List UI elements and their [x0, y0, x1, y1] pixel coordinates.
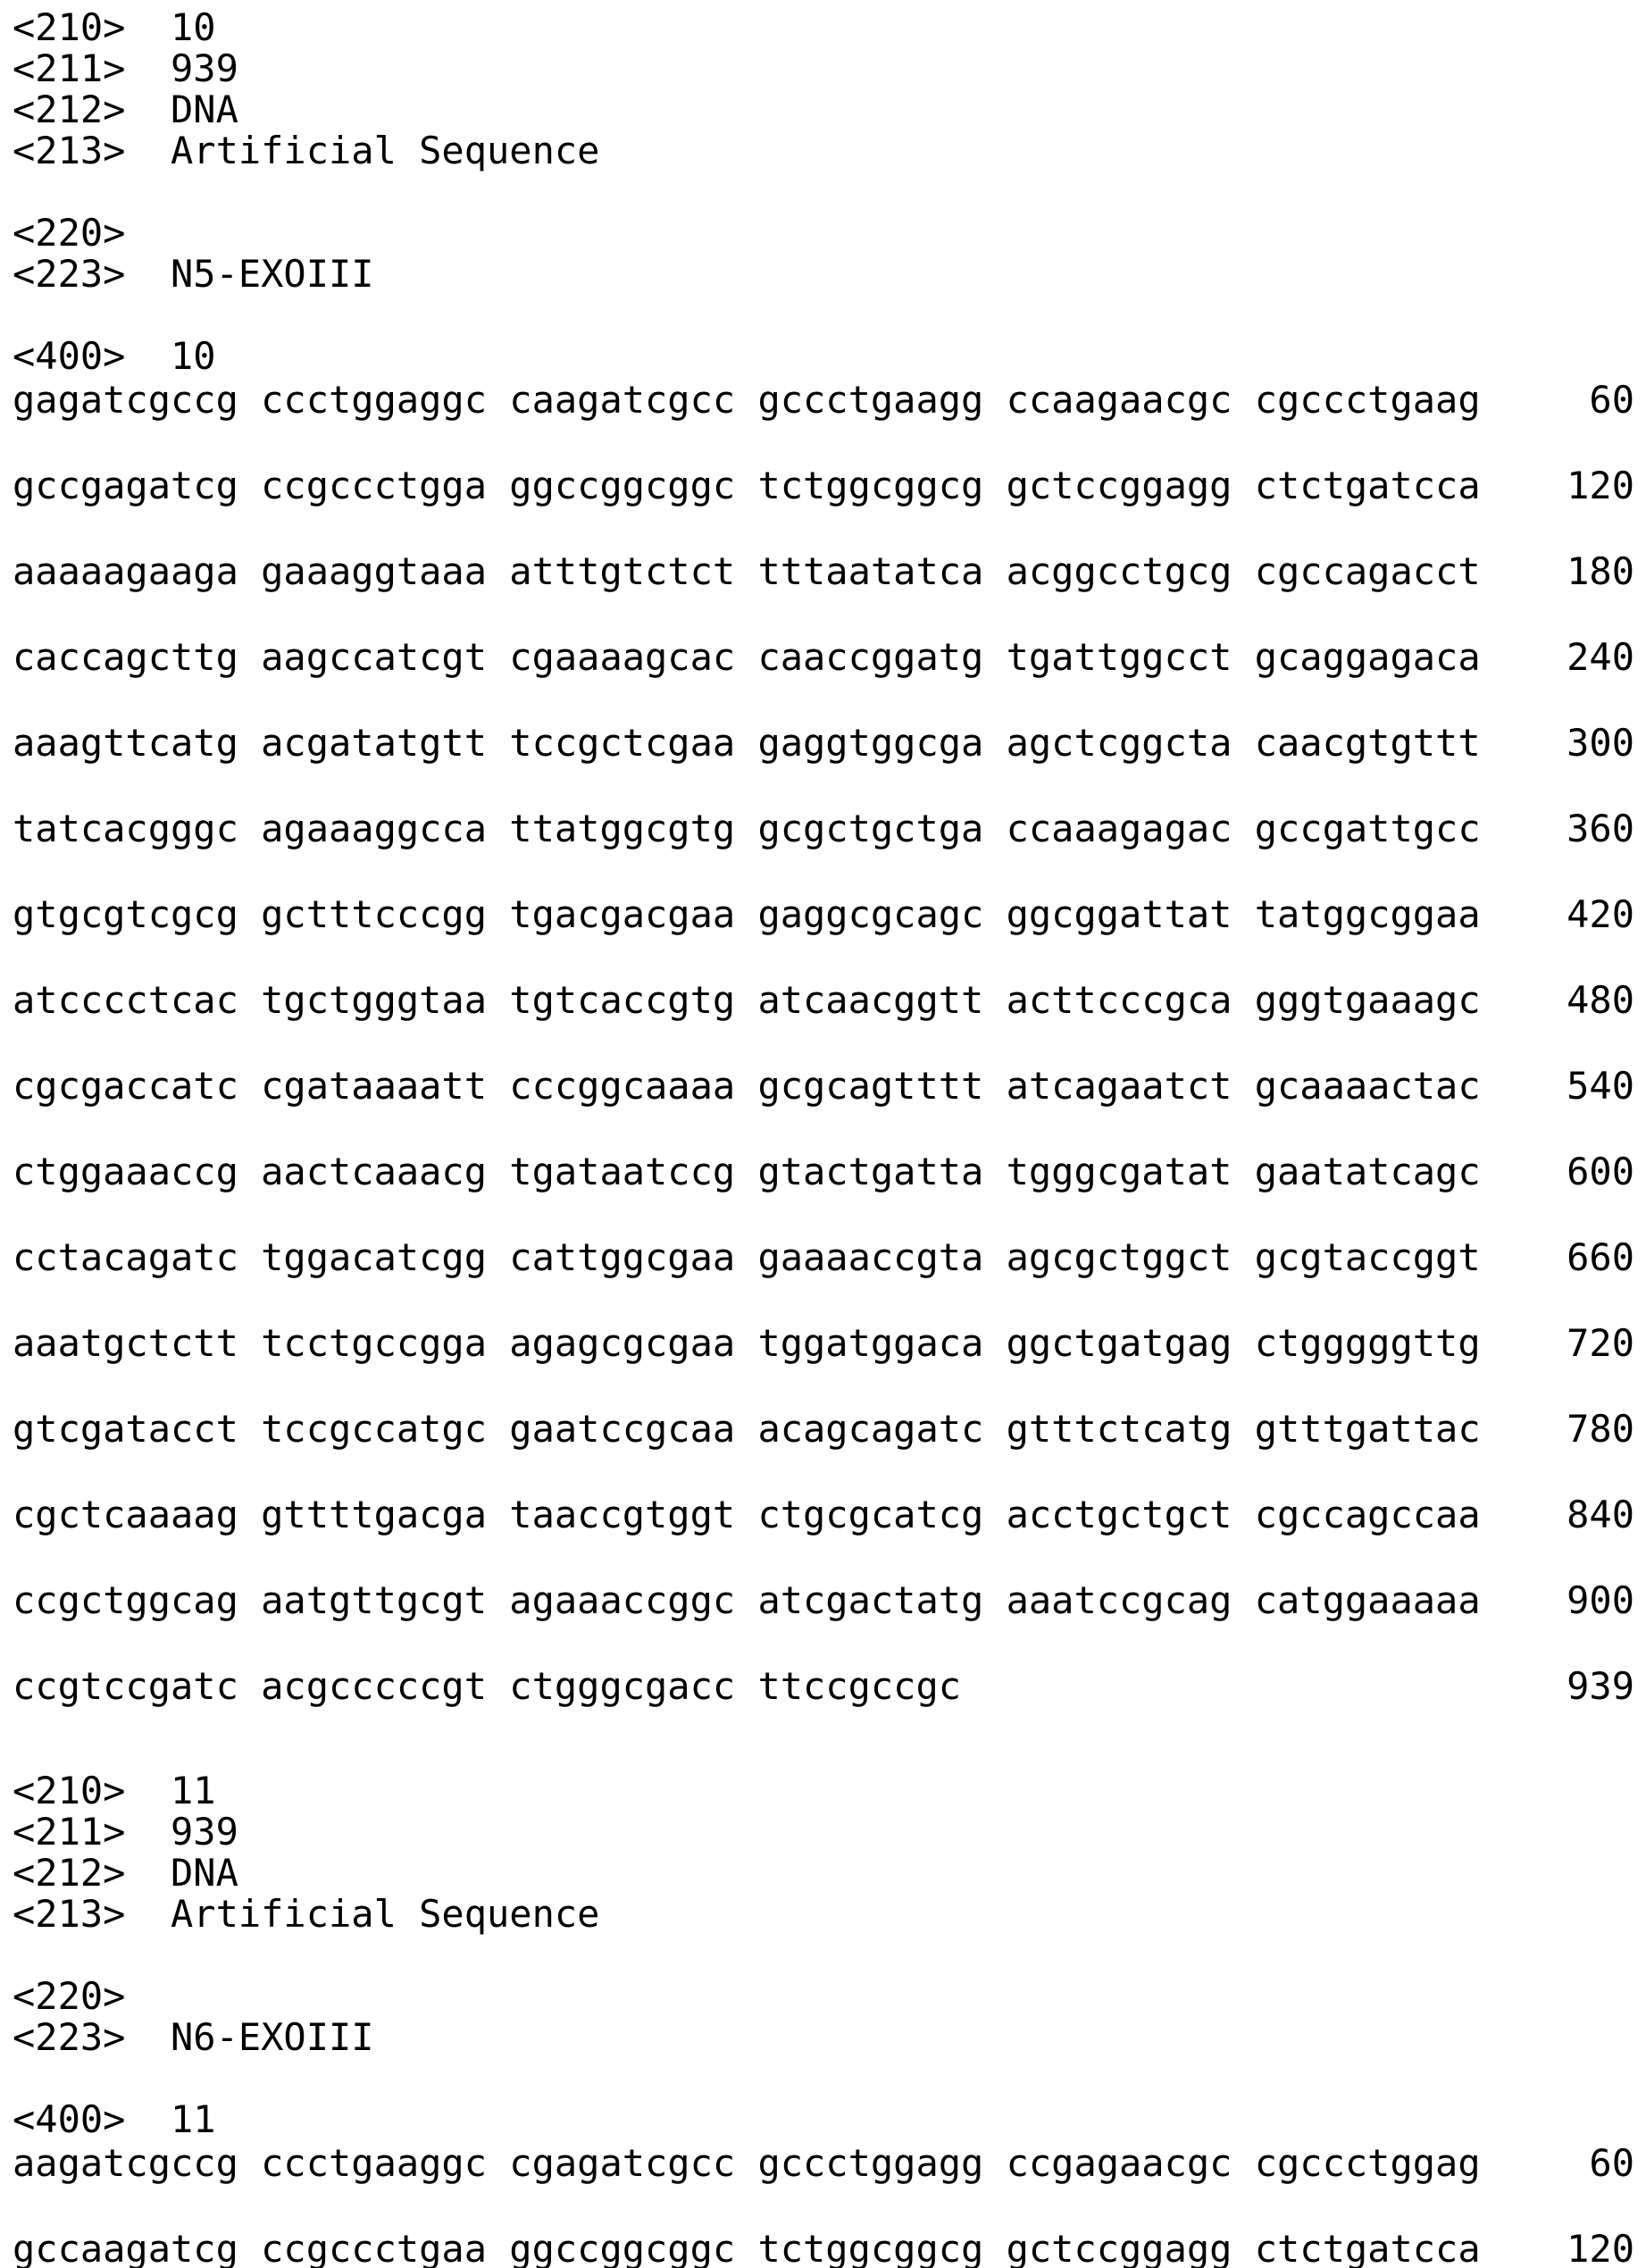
sequence-line: aagatcgccg ccctgaaggc cgagatcgcc gccctgg…	[13, 2140, 1646, 2226]
sequence-bases: aaaaagaaga gaaaggtaaa atttgtctct tttaata…	[13, 549, 1481, 593]
tag-line-213: <213> Artificial Sequence	[13, 129, 600, 172]
sequence-bases: gccaagatcg ccgccctgaa ggccggcggc tctggcg…	[13, 2227, 1481, 2268]
sequence-position: 360	[1567, 807, 1634, 850]
tag-line-400: <400> 11	[13, 2097, 216, 2141]
sequence-position: 120	[1567, 2227, 1634, 2268]
spacer	[13, 1749, 1646, 1770]
sequence-entry-11: <210> 11 <211> 939 <212> DNA <213> Artif…	[13, 1770, 1646, 2268]
sequence-position: 240	[1567, 635, 1634, 679]
sequence-position: 480	[1567, 978, 1634, 1022]
sequence-bases: gccgagatcg ccgccctgga ggccggcggc tctggcg…	[13, 464, 1481, 507]
sequence-line: tatcacgggc agaaaggcca ttatggcgtg gcgctgc…	[13, 806, 1646, 891]
sequence-bases: cgcgaccatc cgataaaatt cccggcaaaa gcgcagt…	[13, 1064, 1481, 1108]
sequence-line: ctggaaaccg aactcaaacg tgataatccg gtactga…	[13, 1149, 1646, 1234]
tag-line-211: <211> 939	[13, 1810, 238, 1854]
sequence-bases: gagatcgccg ccctggaggc caagatcgcc gccctga…	[13, 378, 1481, 422]
tag-line-400: <400> 10	[13, 334, 216, 378]
sequence-position: 420	[1567, 892, 1634, 936]
sequence-position: 540	[1567, 1064, 1634, 1108]
sequence-position: 600	[1567, 1150, 1634, 1193]
sequence-bases: gtcgatacct tccgccatgc gaatccgcaa acagcag…	[13, 1407, 1481, 1451]
sequence-bases: ccgtccgatc acgcccccgt ctgggcgacc ttccgcc…	[13, 1664, 962, 1708]
sequence-position: 180	[1567, 549, 1634, 593]
spacer	[13, 172, 1646, 213]
tag-line-223: <223> N6-EXOIII	[13, 2015, 374, 2059]
sequence-line: ccgctggcag aatgttgcgt agaaaccggc atcgact…	[13, 1578, 1646, 1663]
sequence-position: 300	[1567, 721, 1634, 765]
sequence-line: cctacagatc tggacatcgg cattggcgaa gaaaacc…	[13, 1234, 1646, 1320]
sequence-line: atcccctcac tgctgggtaa tgtcaccgtg atcaacg…	[13, 977, 1646, 1063]
sequence-line: gccgagatcg ccgccctgga ggccggcggc tctggcg…	[13, 463, 1646, 548]
tag-line-220: <220>	[13, 211, 126, 255]
sequence-line: gagatcgccg ccctggaggc caagatcgcc gccctga…	[13, 377, 1646, 463]
sequence-bases: aagatcgccg ccctgaaggc cgagatcgcc gccctgg…	[13, 2141, 1481, 2185]
sequence-bases: ccgctggcag aatgttgcgt agaaaccggc atcgact…	[13, 1578, 1481, 1622]
sequence-line: caccagcttg aagccatcgt cgaaaagcac caaccgg…	[13, 634, 1646, 720]
sequence-position: 780	[1567, 1407, 1634, 1451]
sequence-line: aaatgctctt tcctgccgga agagcgcgaa tggatgg…	[13, 1320, 1646, 1406]
sequence-position: 660	[1567, 1235, 1634, 1279]
sequence-line: cgcgaccatc cgataaaatt cccggcaaaa gcgcagt…	[13, 1063, 1646, 1149]
tag-line-212: <212> DNA	[13, 88, 238, 131]
sequence-bases: caccagcttg aagccatcgt cgaaaagcac caaccgg…	[13, 635, 1481, 679]
sequence-bases: gtgcgtcgcg gctttcccgg tgacgacgaa gaggcgc…	[13, 892, 1481, 936]
sequence-line: aaagttcatg acgatatgtt tccgctcgaa gaggtgg…	[13, 720, 1646, 806]
sequence-line: gtgcgtcgcg gctttcccgg tgacgacgaa gaggcgc…	[13, 891, 1646, 977]
sequence-bases: atcccctcac tgctgggtaa tgtcaccgtg atcaacg…	[13, 978, 1481, 1022]
sequence-entry-10: <210> 10 <211> 939 <212> DNA <213> Artif…	[13, 7, 1646, 1749]
sequence-bases: aaatgctctt tcctgccgga agagcgcgaa tggatgg…	[13, 1321, 1481, 1365]
sequence-position: 939	[1567, 1664, 1634, 1708]
sequence-line: aaaaagaaga gaaaggtaaa atttgtctct tttaata…	[13, 548, 1646, 634]
tag-line-213: <213> Artificial Sequence	[13, 1892, 600, 1936]
sequence-line: gccaagatcg ccgccctgaa ggccggcggc tctggcg…	[13, 2226, 1646, 2268]
sequence-position: 60	[1589, 2141, 1634, 2185]
tag-line-223: <223> N5-EXOIII	[13, 252, 374, 296]
spacer	[13, 1935, 1646, 1976]
sequence-bases: aaagttcatg acgatatgtt tccgctcgaa gaggtgg…	[13, 721, 1481, 765]
sequence-line: cgctcaaaag gttttgacga taaccgtggt ctgcgca…	[13, 1492, 1646, 1578]
sequence-position: 900	[1567, 1578, 1634, 1622]
sequence-bases: tatcacgggc agaaaggcca ttatggcgtg gcgctgc…	[13, 807, 1481, 850]
sequence-bases: cctacagatc tggacatcgg cattggcgaa gaaaacc…	[13, 1235, 1481, 1279]
tag-line-212: <212> DNA	[13, 1851, 238, 1895]
tag-line-210: <210> 10	[13, 5, 216, 49]
tag-line-220: <220>	[13, 1974, 126, 2018]
spacer	[13, 295, 1646, 336]
tag-line-210: <210> 11	[13, 1769, 216, 1812]
sequence-line: gtcgatacct tccgccatgc gaatccgcaa acagcag…	[13, 1406, 1646, 1492]
sequence-line: ccgtccgatc acgcccccgt ctgggcgacc ttccgcc…	[13, 1663, 1646, 1749]
spacer	[13, 2058, 1646, 2099]
sequence-position: 60	[1589, 378, 1634, 422]
sequence-bases: cgctcaaaag gttttgacga taaccgtggt ctgcgca…	[13, 1493, 1481, 1536]
sequence-position: 120	[1567, 464, 1634, 507]
tag-line-211: <211> 939	[13, 46, 238, 90]
sequence-position: 840	[1567, 1493, 1634, 1536]
sequence-position: 720	[1567, 1321, 1634, 1365]
sequence-bases: ctggaaaccg aactcaaacg tgataatccg gtactga…	[13, 1150, 1481, 1193]
